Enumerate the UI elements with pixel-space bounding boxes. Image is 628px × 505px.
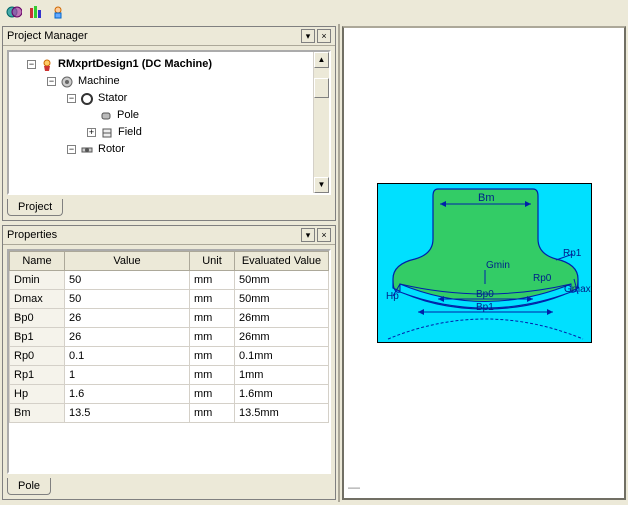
cell-eval: 50mm (235, 290, 329, 309)
cell-unit[interactable]: mm (190, 347, 235, 366)
tab-pole[interactable]: Pole (7, 478, 51, 495)
tree-label: Field (118, 124, 142, 141)
dim-label-bp0: Bp0 (476, 289, 494, 300)
pole-diagram: Bm Gmin Rp0 Rp1 Gmax Hp (377, 183, 592, 343)
tree-node-design[interactable]: − RMxprtDesign1 (DC Machine) (11, 56, 327, 73)
tab-project[interactable]: Project (7, 199, 63, 216)
table-row[interactable]: Dmax50mm50mm (10, 290, 329, 309)
tree-node-machine[interactable]: − Machine (11, 73, 327, 90)
dim-label-bm: Bm (478, 192, 495, 204)
cell-unit[interactable]: mm (190, 366, 235, 385)
field-icon (100, 126, 114, 140)
cell-value[interactable]: 26 (65, 328, 190, 347)
cell-unit[interactable]: mm (190, 385, 235, 404)
table-row[interactable]: Rp00.1mm0.1mm (10, 347, 329, 366)
main-toolbar (0, 0, 628, 24)
tree-node-stator[interactable]: − Stator (11, 90, 327, 107)
cell-name: Hp (10, 385, 65, 404)
col-unit[interactable]: Unit (190, 252, 235, 271)
cell-value[interactable]: 50 (65, 290, 190, 309)
cell-eval: 0.1mm (235, 347, 329, 366)
diagram-viewport: Bm Gmin Rp0 Rp1 Gmax Hp (342, 26, 626, 500)
validate-icon[interactable] (6, 4, 22, 20)
dim-label-hp: Hp (386, 291, 399, 302)
results-icon[interactable] (50, 4, 66, 20)
table-row[interactable]: Bm13.5mm13.5mm (10, 404, 329, 423)
col-eval[interactable]: Evaluated Value (235, 252, 329, 271)
tree-expander[interactable]: + (87, 128, 96, 137)
tree-expander[interactable]: − (67, 145, 76, 154)
table-row[interactable]: Dmin50mm50mm (10, 271, 329, 290)
tree-scrollbar[interactable]: ▲ ▼ (313, 52, 329, 193)
tree-expander[interactable]: − (27, 60, 36, 69)
cell-value[interactable]: 1 (65, 366, 190, 385)
table-row[interactable]: Bp026mm26mm (10, 309, 329, 328)
tree-node-field[interactable]: + Field (11, 124, 327, 141)
tree-label: Machine (78, 73, 120, 90)
tree-node-pole[interactable]: Pole (11, 107, 327, 124)
cell-value[interactable]: 13.5 (65, 404, 190, 423)
project-manager-panel: Project Manager ▾ × − RMxprtDesign1 (DC … (2, 26, 336, 221)
dim-label-bp1: Bp1 (476, 302, 494, 313)
tree-expander[interactable]: − (47, 77, 56, 86)
properties-table: Name Value Unit Evaluated Value Dmin50mm… (9, 251, 329, 423)
analyze-icon[interactable] (28, 4, 44, 20)
tree-label: RMxprtDesign1 (DC Machine) (58, 56, 212, 73)
properties-header-row: Name Value Unit Evaluated Value (10, 252, 329, 271)
table-row[interactable]: Rp11mm1mm (10, 366, 329, 385)
tree-label: Pole (117, 107, 139, 124)
panel-dropdown-icon[interactable]: ▾ (301, 228, 315, 242)
cell-name: Rp1 (10, 366, 65, 385)
cell-unit[interactable]: mm (190, 290, 235, 309)
table-row[interactable]: Bp126mm26mm (10, 328, 329, 347)
panel-close-icon[interactable]: × (317, 228, 331, 242)
cell-unit[interactable]: mm (190, 271, 235, 290)
dim-label-rp0: Rp0 (533, 273, 552, 284)
project-manager-title: Project Manager (7, 30, 88, 42)
rotor-icon (80, 143, 94, 157)
cell-value[interactable]: 26 (65, 309, 190, 328)
panel-close-icon[interactable]: × (317, 29, 331, 43)
cell-eval: 1mm (235, 366, 329, 385)
properties-title: Properties (7, 229, 57, 241)
machine-icon (60, 75, 74, 89)
cell-name: Bm (10, 404, 65, 423)
cell-eval: 26mm (235, 328, 329, 347)
dim-label-rp1: Rp1 (563, 248, 582, 259)
tree-label: Rotor (98, 141, 125, 158)
cell-eval: 1.6mm (235, 385, 329, 404)
cell-unit[interactable]: mm (190, 309, 235, 328)
properties-panel: Properties ▾ × Name Value Unit Evaluated… (2, 225, 336, 500)
design-icon (40, 58, 54, 72)
cell-eval: 50mm (235, 271, 329, 290)
col-name[interactable]: Name (10, 252, 65, 271)
cell-value[interactable]: 1.6 (65, 385, 190, 404)
table-row[interactable]: Hp1.6mm1.6mm (10, 385, 329, 404)
cell-value[interactable]: 50 (65, 271, 190, 290)
project-tree: − RMxprtDesign1 (DC Machine) − Machine −… (7, 50, 331, 195)
cell-name: Bp1 (10, 328, 65, 347)
cell-name: Dmax (10, 290, 65, 309)
cell-name: Rp0 (10, 347, 65, 366)
cell-unit[interactable]: mm (190, 404, 235, 423)
pole-icon (99, 109, 113, 123)
cell-name: Bp0 (10, 309, 65, 328)
cell-eval: 26mm (235, 309, 329, 328)
dim-label-gmin: Gmin (486, 260, 510, 271)
panel-dropdown-icon[interactable]: ▾ (301, 29, 315, 43)
tree-node-rotor[interactable]: − Rotor (11, 141, 327, 158)
cell-eval: 13.5mm (235, 404, 329, 423)
tree-label: Stator (98, 90, 127, 107)
cell-unit[interactable]: mm (190, 328, 235, 347)
tree-expander[interactable]: − (67, 94, 76, 103)
col-value[interactable]: Value (65, 252, 190, 271)
stator-icon (80, 92, 94, 106)
cell-name: Dmin (10, 271, 65, 290)
viewport-grip: — (348, 480, 360, 494)
cell-value[interactable]: 0.1 (65, 347, 190, 366)
